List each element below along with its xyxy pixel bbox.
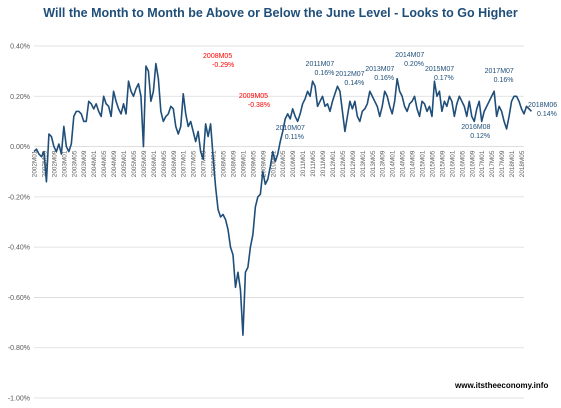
y-tick-label: 0.00%	[10, 144, 30, 151]
x-tick-label: 2014M01	[390, 150, 397, 177]
x-tick-label: 2005M05	[131, 150, 138, 177]
annotation-value-label: 0.11%	[285, 134, 304, 141]
x-tick-label: 2004M09	[111, 150, 118, 177]
x-tick-label: 2016M09	[469, 150, 476, 177]
annotation-value-label: 0.14%	[537, 111, 557, 118]
y-axis: 0.40% 0.20% 0.00% -0.20% -0.40% -0.60% -0.80% -…	[8, 44, 30, 403]
x-tick-label: 2011M09	[320, 150, 327, 177]
x-tick-label: 2018M05	[519, 150, 526, 177]
x-tick-label: 2003M01	[61, 150, 68, 177]
y-tick-label: 0.40%	[10, 44, 30, 51]
x-tick-label: 2003M09	[81, 150, 88, 177]
x-tick-label: 2015M01	[420, 150, 427, 177]
x-tick-label: 2002M01	[32, 150, 39, 177]
source-credit: www.itstheeconomy.info	[455, 381, 549, 390]
x-tick-label: 2009M01	[240, 150, 247, 177]
x-tick-label: 2005M01	[121, 150, 128, 177]
x-tick-label: 2008M09	[230, 150, 237, 177]
annotation-month-label: 2013M07	[365, 66, 394, 73]
x-tick-label: 2009M09	[260, 150, 267, 177]
x-tick-label: 2002M09	[51, 150, 58, 177]
x-tick-label: 2003M05	[71, 150, 78, 177]
x-tick-label: 2017M05	[489, 150, 496, 177]
annotation-2012m07: 2012M07 0.14%	[335, 71, 364, 87]
x-tick-label: 2009M05	[250, 150, 257, 177]
x-tick-label: 2013M09	[380, 150, 387, 177]
x-tick-label: 2007M05	[191, 150, 198, 177]
annotation-value-label: -0.29%	[212, 62, 234, 69]
annotation-month-label: 2017M07	[485, 68, 514, 75]
annotation-2009m05: 2009M05 -0.38%	[239, 93, 270, 109]
y-tick-label: -0.40%	[8, 245, 30, 252]
annotation-month-label: 2010M07	[276, 125, 305, 132]
annotation-value-label: 0.16%	[494, 77, 514, 84]
annotation-2010m07: 2010M07 0.11%	[276, 125, 305, 141]
x-tick-label: 2005M09	[141, 150, 148, 177]
annotation-value-label: 0.14%	[344, 80, 364, 87]
x-tick-label: 2017M09	[499, 150, 506, 177]
x-tick-label: 2010M09	[290, 150, 297, 177]
annotation-value-label: -0.38%	[248, 102, 270, 109]
x-tick-label: 2017M01	[479, 150, 486, 177]
x-tick-label: 2016M05	[459, 150, 466, 177]
annotation-value-label: 0.17%	[434, 75, 454, 82]
annotation-month-label: 2008M05	[203, 53, 232, 60]
annotation-month-label: 2014M07	[395, 52, 424, 59]
y-tick-label: 0.20%	[10, 94, 30, 101]
annotation-2013m07: 2013M07 0.16%	[365, 66, 394, 82]
x-tick-label: 2013M01	[360, 150, 367, 177]
x-tick-label: 2016M01	[449, 150, 456, 177]
annotation-month-label: 2009M05	[239, 93, 268, 100]
x-tick-label: 2011M05	[310, 150, 317, 177]
series-layer	[33, 62, 533, 336]
annotation-value-label: 0.20%	[404, 61, 424, 68]
annotation-2008m05: 2008M05 -0.29%	[203, 53, 234, 69]
x-tick-label: 2011M01	[300, 150, 307, 177]
annotation-month-label: 2016M08	[461, 124, 490, 131]
x-tick-label: 2010M01	[270, 150, 277, 177]
series-line	[33, 62, 533, 336]
x-tick-label: 2006M05	[161, 150, 168, 177]
x-tick-label: 2012M05	[340, 150, 347, 177]
y-tick-label: -0.60%	[8, 295, 30, 302]
annotation-value-label: 0.12%	[470, 133, 490, 140]
x-tick-label: 2013M05	[370, 150, 377, 177]
annotation-month-label: 2015M07	[425, 66, 454, 73]
annotation-2014m07: 2014M07 0.20%	[395, 52, 424, 68]
annotation-month-label: 2012M07	[335, 71, 364, 78]
annotation-2017m07: 2017M07 0.16%	[485, 68, 514, 84]
x-tick-label: 2014M05	[400, 150, 407, 177]
x-tick-label: 2008M05	[221, 150, 228, 177]
y-tick-label: -0.20%	[8, 194, 30, 201]
annotation-2015m07: 2015M07 0.17%	[425, 66, 454, 82]
annotation-value-label: 0.16%	[374, 75, 394, 82]
x-tick-label: 2004M05	[101, 150, 108, 177]
annotation-2018m06: 2018M06 0.14%	[528, 102, 557, 118]
y-tick-label: -0.80%	[8, 345, 30, 352]
x-axis: 2002M01 2002M05 2002M09 2003M01 2003M05 2003M…	[32, 150, 527, 177]
x-tick-label: 2007M09	[201, 150, 208, 177]
annotation-month-label: 2018M06	[528, 102, 557, 109]
y-tick-label: -1.00%	[8, 396, 30, 403]
x-tick-label: 2010M05	[280, 150, 287, 177]
annotation-2011m07: 2011M07 0.16%	[306, 61, 335, 77]
x-tick-label: 2004M01	[91, 150, 98, 177]
x-tick-label: 2007M01	[181, 150, 188, 177]
annotation-value-label: 0.16%	[315, 70, 335, 77]
x-tick-label: 2012M01	[330, 150, 337, 177]
x-tick-label: 2014M09	[410, 150, 417, 177]
x-tick-label: 2018M01	[509, 150, 516, 177]
annotation-2016m08: 2016M08 0.12%	[461, 124, 490, 140]
annotation-month-label: 2011M07	[306, 61, 335, 68]
x-tick-label: 2015M05	[429, 150, 436, 177]
x-tick-label: 2012M09	[350, 150, 357, 177]
annotation-layer: 2008M05-0.29%2009M05-0.38%2010M070.11%20…	[203, 52, 557, 141]
x-tick-label: 2006M01	[151, 150, 158, 177]
x-tick-label: 2006M09	[171, 150, 178, 177]
chart-title: Will the Month to Month be Above or Belo…	[43, 6, 518, 20]
x-tick-label: 2015M09	[439, 150, 446, 177]
